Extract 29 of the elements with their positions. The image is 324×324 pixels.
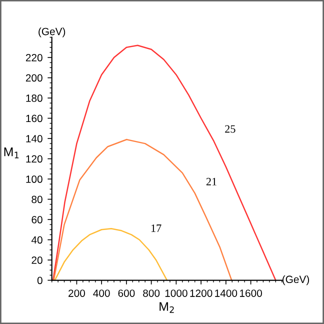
series-label: 21 (206, 178, 216, 186)
text: (GeV) (282, 275, 310, 286)
y-tick-label: 160 (26, 114, 42, 122)
x-tick-label: 200 (68, 290, 85, 297)
x-tick-label: 800 (143, 290, 160, 297)
y-tick-label: 120 (26, 155, 42, 163)
line-series (53, 138, 232, 280)
y-tick-label: 200 (26, 74, 42, 82)
series-label: 17 (151, 224, 162, 232)
y-tick-label: 140 (26, 135, 42, 142)
x-tick-label: 400 (93, 290, 110, 297)
x-tick-label: 600 (118, 290, 135, 297)
x-tick-label: 1400 (215, 290, 238, 297)
y-tick-label: 180 (26, 94, 42, 102)
y-tick-label: 40 (31, 236, 42, 244)
x-tick-label: 1000 (165, 290, 188, 297)
text: (GeV) (38, 28, 66, 38)
y-tick-label: 20 (32, 256, 42, 264)
x-tick-label: 1600 (240, 290, 262, 297)
line-series (52, 44, 276, 280)
y-tick-label: 80 (32, 196, 42, 204)
y-tick-label: 100 (26, 176, 42, 183)
y-tick-label: 0 (37, 276, 42, 284)
y-tick-label: 220 (26, 54, 42, 62)
x-tick-label: 1200 (190, 290, 212, 297)
series-label: 25 (225, 125, 236, 133)
x-axis-title: M$_{2}$ (160, 302, 174, 313)
y-tick-label: 60 (32, 216, 42, 224)
y-axis-title: M$_{1}$ (4, 148, 19, 158)
